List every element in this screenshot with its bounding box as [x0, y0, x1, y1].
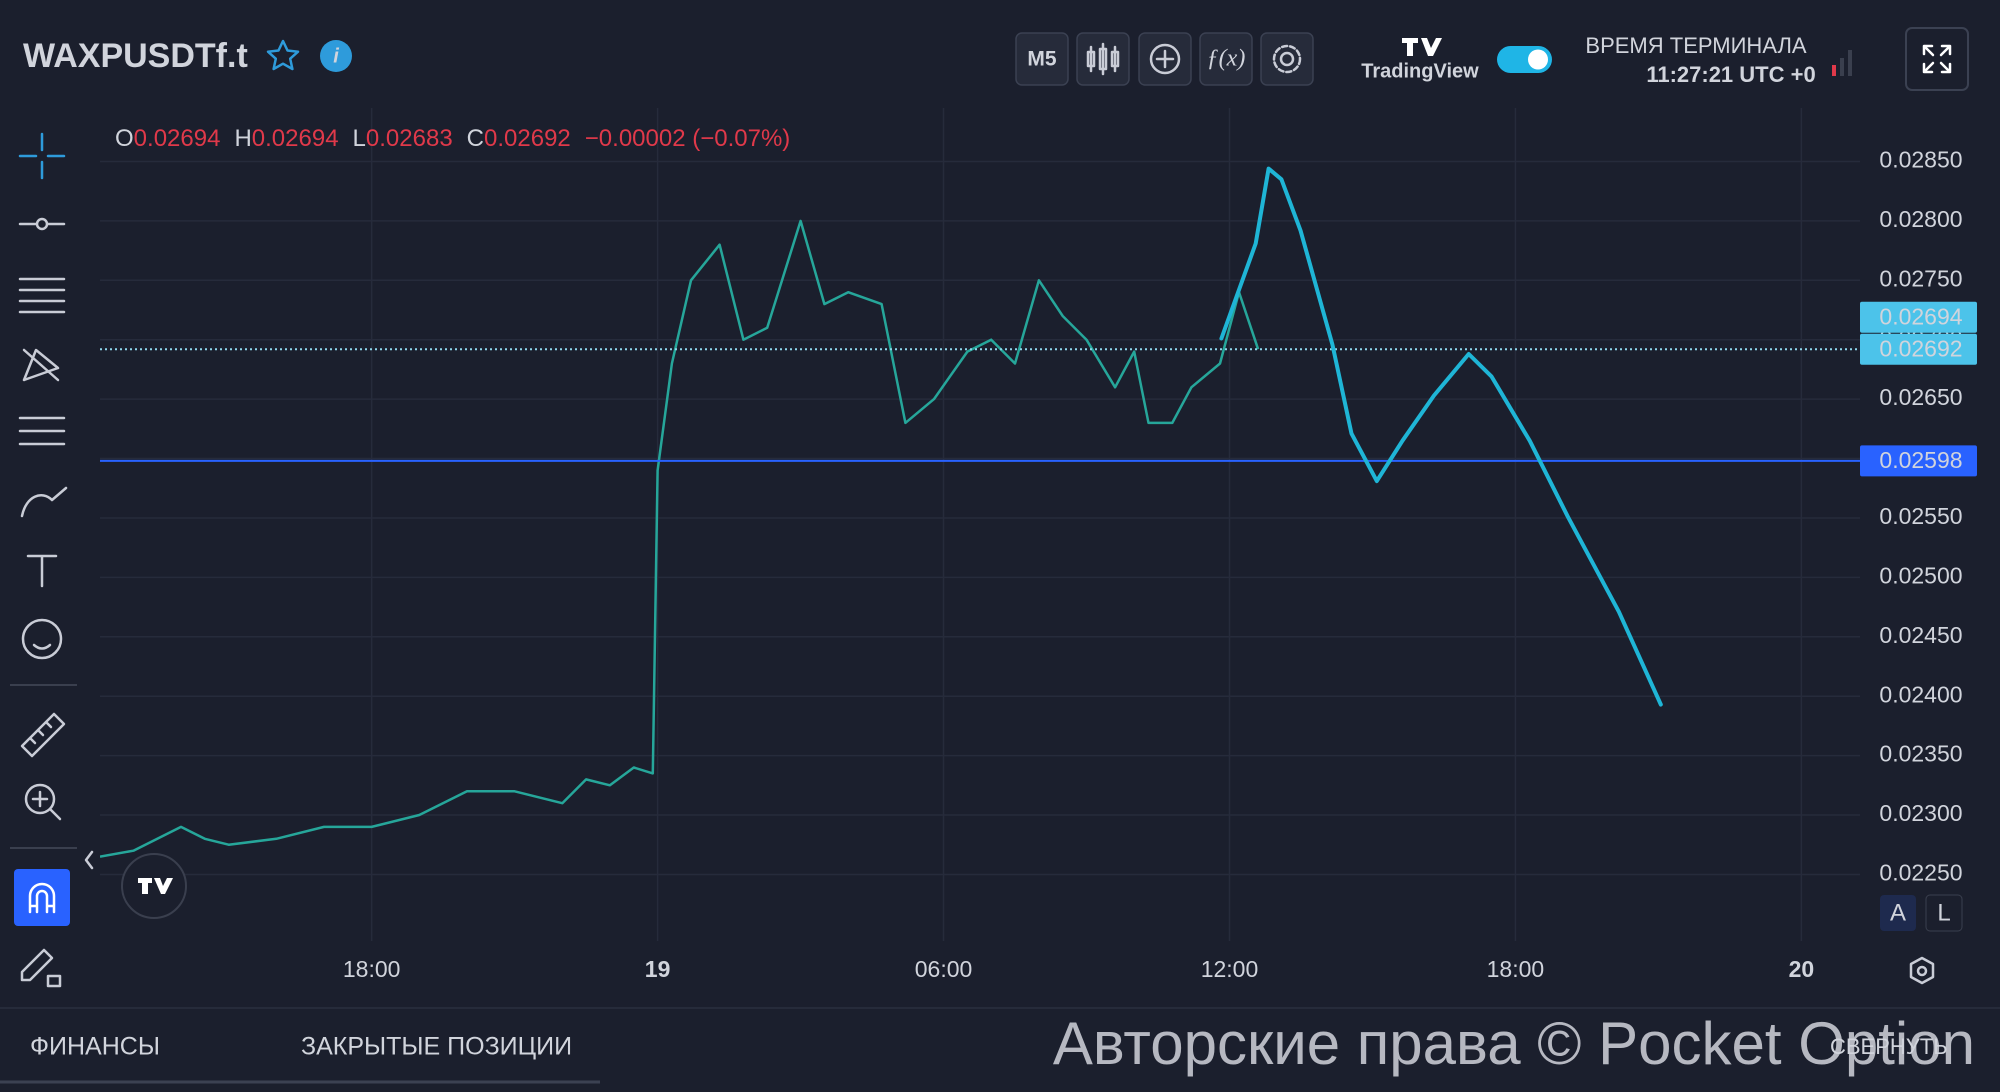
price-line: [100, 219, 1260, 858]
collapse-button[interactable]: СВЕРНУТЬ: [1830, 1034, 1948, 1059]
tab[interactable]: ФИНАНСЫ: [30, 1033, 160, 1061]
ohlc-key: L: [353, 125, 366, 152]
timeframe-button[interactable]: [1015, 32, 1069, 86]
signal-bar: [1848, 50, 1852, 76]
ohlc-key: O: [115, 125, 134, 152]
log-scale-label: L: [1937, 899, 1950, 926]
favorite-star[interactable]: [266, 39, 300, 71]
x-tick-label: 18:00: [1487, 956, 1545, 982]
ohlc-key: H: [234, 125, 251, 152]
tab[interactable]: ЗАКРЫТЫЕ ПОЗИЦИИ: [301, 1033, 572, 1061]
terminal-time-label: ВРЕМЯ ТЕРМИНАЛА: [1585, 33, 1807, 58]
collapse-toolbar[interactable]: [84, 850, 94, 870]
ohlc-legend: O0.02694 H0.02694 L0.02683 C0.02692 −0.00002…: [115, 125, 790, 152]
magnet-icon: [28, 882, 56, 914]
y-tick-label: 0.02650: [1879, 384, 1962, 410]
drawn-forecast: [1219, 166, 1663, 707]
y-tick-label: 0.02500: [1879, 562, 1962, 588]
tv-badge-logo: [138, 878, 173, 894]
fib-tool[interactable]: [18, 277, 66, 314]
fullscreen-icon: [1922, 44, 1952, 74]
brush-tool[interactable]: [20, 486, 68, 518]
indicators-icon: ƒ(x): [1207, 46, 1246, 72]
settings-icon-ring: [1272, 44, 1302, 74]
add-icon-cross: [1155, 49, 1175, 69]
text-tool[interactable]: [26, 554, 58, 588]
indicators-button[interactable]: [1199, 32, 1253, 86]
signal-bar: [1832, 65, 1836, 76]
y-tick-label: 0.02250: [1879, 860, 1962, 886]
price-tag: [1860, 333, 1977, 365]
x-tick-label: 19: [645, 956, 671, 982]
y-tick-label: 0.02300: [1879, 800, 1962, 826]
ohlc-value: 0.02683: [366, 125, 453, 152]
crosshair-tool[interactable]: [18, 132, 66, 180]
lock-draw-tool[interactable]: [20, 948, 62, 988]
line-tool-dot: [35, 217, 49, 231]
pattern-tool[interactable]: [22, 348, 60, 382]
y-tick-label: 0.02850: [1879, 147, 1962, 173]
axis-settings[interactable]: [1909, 956, 1935, 985]
y-tick-label: 0.02800: [1879, 206, 1962, 232]
x-tick-label: 12:00: [1201, 956, 1259, 982]
tradingview-logo: [1402, 38, 1442, 56]
timeframe: M5: [1027, 48, 1056, 71]
settings-button[interactable]: [1260, 32, 1314, 86]
ruler-tool[interactable]: [20, 712, 66, 758]
ohlc-value: 0.02694: [252, 125, 339, 152]
add-icon: [1149, 43, 1181, 75]
x-tick-label: 18:00: [343, 956, 401, 982]
price-tag-label: 0.02598: [1879, 447, 1962, 473]
toggle-knob: [1528, 49, 1548, 70]
brand: TradingView: [1361, 60, 1479, 82]
auto-scale-label: A: [1890, 899, 1906, 926]
ohlc-value: 0.02694: [134, 125, 221, 152]
info-icon[interactable]: [320, 40, 352, 72]
ohlc-change: −0.00002 (−0.07%): [585, 125, 791, 152]
price-tag-label: 0.02692: [1879, 335, 1962, 361]
settings-icon: [1279, 51, 1295, 67]
prediction-tool[interactable]: [18, 416, 66, 446]
price-tag: [1860, 301, 1977, 333]
emoji-smile: [32, 643, 52, 650]
y-tick-label: 0.02400: [1879, 681, 1962, 707]
price-tag-label: 0.02694: [1879, 303, 1962, 329]
x-tick-label: 20: [1789, 956, 1815, 982]
zoom-icon: [31, 790, 62, 821]
ohlc-value: 0.02692: [484, 125, 571, 152]
price-tag: [1860, 445, 1977, 477]
axis-settings-dot: [1916, 965, 1928, 977]
y-tick-label: 0.02550: [1879, 503, 1962, 529]
symbol[interactable]: WAXPUSDTf.t: [23, 37, 248, 75]
log-scale-button[interactable]: [1925, 894, 1963, 932]
chart: 0.02250 0.02300 0.02350 0.02400 0.02450 0.025…: [100, 108, 1977, 982]
y-tick-label: 0.02350: [1879, 741, 1962, 767]
y-tick-label: 0.02750: [1879, 265, 1962, 291]
candles-icon: [1086, 42, 1120, 76]
x-tick-label: 06:00: [915, 956, 973, 982]
ohlc-key: C: [467, 125, 484, 152]
emoji-tool[interactable]: [21, 618, 63, 660]
zoom-tool[interactable]: [24, 783, 56, 815]
watermark: Авторские права © Pocket Option: [1053, 1010, 1975, 1077]
auto-scale-button[interactable]: [1880, 895, 1916, 931]
magnet-button[interactable]: [14, 869, 70, 926]
tv-badge[interactable]: [121, 853, 187, 919]
info-glyph: i: [333, 45, 339, 67]
y-tick-label: 0.02450: [1879, 622, 1962, 648]
signal-bar: [1840, 58, 1844, 76]
terminal-time: 11:27:21 UTC +0: [1646, 62, 1815, 87]
fullscreen-button[interactable]: [1905, 27, 1969, 91]
